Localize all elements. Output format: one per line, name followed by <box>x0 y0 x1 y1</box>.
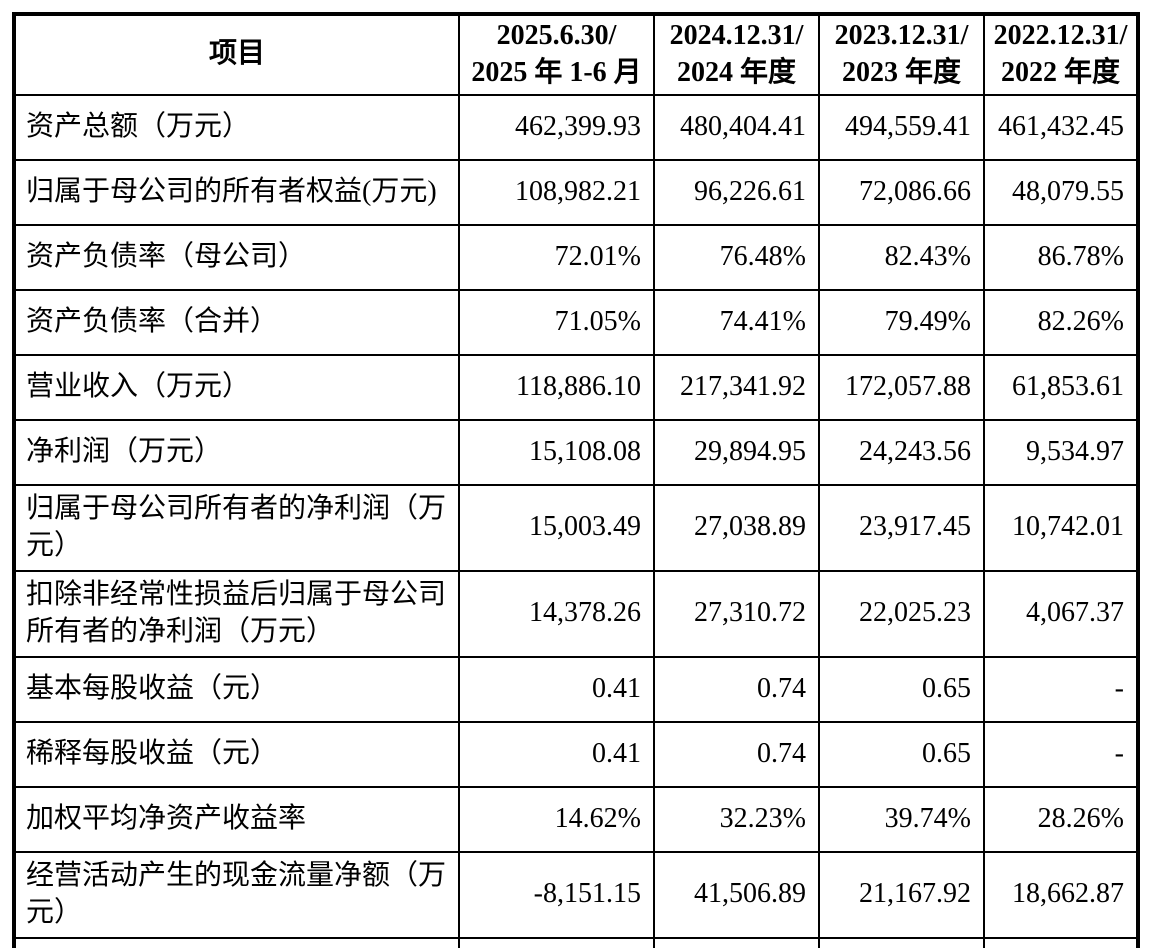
cell-value: 217,341.92 <box>653 353 820 421</box>
row-label: 加权平均净资产收益率 <box>13 785 460 853</box>
cell-value: 32.23% <box>653 785 820 853</box>
period-name-line: 2023 年度 <box>841 56 961 88</box>
cell-value: 72.01% <box>458 223 655 291</box>
cell-value: 27,038.89 <box>653 483 820 572</box>
cell-value: 39.74% <box>818 785 985 853</box>
period-name-line: 2024 年度 <box>676 56 796 88</box>
row-label: 扣除非经常性损益后归属于母公司所有者的净利润（万元） <box>13 569 460 658</box>
cell-value: 4,515.48 <box>818 936 985 948</box>
cell-value: 96,226.61 <box>653 158 820 226</box>
cell-value: 76.48% <box>653 223 820 291</box>
cell-value: 79.49% <box>818 288 985 356</box>
column-header-period-2023: 2023.12.31/ 2023 年度 <box>818 13 985 96</box>
cell-value: 480,404.41 <box>653 93 820 161</box>
column-header-period-2024: 2024.12.31/ 2024 年度 <box>653 13 820 96</box>
table-row: 基本每股收益（元） 0.41 0.74 0.65- <box>13 655 1139 723</box>
cell-value: 41,506.89 <box>653 850 820 939</box>
cell-value: 21,167.92 <box>818 850 985 939</box>
cell-value: 0.41 <box>458 720 655 788</box>
cell-value: 82.26% <box>983 288 1139 356</box>
table-row: 营业收入（万元） 118,886.10 217,341.92 172,057.88 61… <box>13 353 1139 421</box>
period-date-line: 2024.12.31/ <box>669 20 804 51</box>
cell-value: 15,108.08 <box>458 418 655 486</box>
cell-value: - <box>983 720 1139 788</box>
cell-value: 74.41% <box>653 288 820 356</box>
row-label: 净利润（万元） <box>13 418 460 486</box>
cell-value: -8,151.15 <box>458 850 655 939</box>
cell-value: 15,003.49 <box>458 483 655 572</box>
cell-value: 71.05% <box>458 288 655 356</box>
cell-value: 0.41 <box>458 655 655 723</box>
row-label: 资产总额（万元） <box>13 93 460 161</box>
table-header-row: 项目 2025.6.30/ 2025 年 1-6 月 2024.12.31/ 2… <box>13 13 1139 96</box>
column-header-period-2025h1: 2025.6.30/ 2025 年 1-6 月 <box>458 13 655 96</box>
table-row: 资产负债率（母公司） 72.01% 76.48% 82.43% 86.78% <box>13 223 1139 291</box>
cell-value: 27,310.72 <box>653 569 820 658</box>
cell-value: 172,057.88 <box>818 353 985 421</box>
table-row: 加权平均净资产收益率 14.62% 32.23% 39.74% 28.26% <box>13 785 1139 853</box>
cell-value: 0.65 <box>818 720 985 788</box>
column-header-period-2022: 2022.12.31/ 2022 年度 <box>983 13 1139 96</box>
row-label: 归属于母公司所有者的净利润（万元） <box>13 483 460 572</box>
row-label: 资产负债率（母公司） <box>13 223 460 291</box>
cell-value: 29,894.95 <box>653 418 820 486</box>
cell-value: 0.74 <box>653 655 820 723</box>
cell-value: 61,853.61 <box>983 353 1139 421</box>
cell-value: 14.62% <box>458 785 655 853</box>
period-date-line: 2025.6.30/ <box>496 20 617 51</box>
cell-value: 48,079.55 <box>983 158 1139 226</box>
cell-value: 4,067.37 <box>983 569 1139 658</box>
cell-value: 86.78% <box>983 223 1139 291</box>
cell-value: 118,886.10 <box>458 353 655 421</box>
table-row: 净利润（万元） 15,108.08 29,894.95 24,243.56 9,534.… <box>13 418 1139 486</box>
period-date-line: 2022.12.31/ <box>993 20 1128 51</box>
row-label: 稀释每股收益（元） <box>13 720 460 788</box>
row-label: 归属于母公司的所有者权益(万元) <box>13 158 460 226</box>
document-page: 项目 2025.6.30/ 2025 年 1-6 月 2024.12.31/ 2… <box>0 12 1150 948</box>
table-row: 资产总额（万元） 462,399.93 480,404.41 494,559.41 46… <box>13 93 1139 161</box>
table-row: 稀释每股收益（元） 0.41 0.74 0.65- <box>13 720 1139 788</box>
row-label: 现金分红（万元） <box>13 936 460 948</box>
cell-value: 0.65 <box>818 655 985 723</box>
table-row: 扣除非经常性损益后归属于母公司所有者的净利润（万元） 14,378.26 27,31… <box>13 569 1139 658</box>
cell-value: - <box>983 936 1139 948</box>
cell-value: 72,086.66 <box>818 158 985 226</box>
row-label: 营业收入（万元） <box>13 353 460 421</box>
cell-value: 494,559.41 <box>818 93 985 161</box>
key-financials-table: 项目 2025.6.30/ 2025 年 1-6 月 2024.12.31/ 2… <box>12 12 1140 948</box>
row-label: 经营活动产生的现金流量净额（万元） <box>13 850 460 939</box>
cell-value: 5,395.00 <box>653 936 820 948</box>
row-label: 基本每股收益（元） <box>13 655 460 723</box>
cell-value: - <box>983 655 1139 723</box>
cell-value: 108,982.21 <box>458 158 655 226</box>
cell-value: 82.43% <box>818 223 985 291</box>
cell-value: 18,662.87 <box>983 850 1139 939</box>
cell-value: 0.74 <box>653 720 820 788</box>
table-row: 现金分红（万元）3,118.315,395.004,515.48- <box>13 936 1139 948</box>
table-row: 经营活动产生的现金流量净额（万元） -8,151.15 41,506.89 21,16… <box>13 850 1139 939</box>
cell-value: 462,399.93 <box>458 93 655 161</box>
row-label: 资产负债率（合并） <box>13 288 460 356</box>
table-row: 资产负债率（合并） 71.05% 74.41% 79.49% 82.26% <box>13 288 1139 356</box>
period-date-line: 2023.12.31/ <box>834 20 969 51</box>
cell-value: 3,118.31 <box>458 936 655 948</box>
period-name-line: 2025 年 1-6 月 <box>471 56 642 88</box>
column-header-item: 项目 <box>13 13 460 96</box>
cell-value: 10,742.01 <box>983 483 1139 572</box>
cell-value: 24,243.56 <box>818 418 985 486</box>
cell-value: 461,432.45 <box>983 93 1139 161</box>
cell-value: 14,378.26 <box>458 569 655 658</box>
period-name-line: 2022 年度 <box>1000 56 1120 88</box>
cell-value: 22,025.23 <box>818 569 985 658</box>
cell-value: 23,917.45 <box>818 483 985 572</box>
table-row: 归属于母公司所有者的净利润（万元） 15,003.49 27,038.89 23,91… <box>13 483 1139 572</box>
cell-value: 28.26% <box>983 785 1139 853</box>
table-row: 归属于母公司的所有者权益(万元) 108,982.21 96,226.61 72,08… <box>13 158 1139 226</box>
cell-value: 9,534.97 <box>983 418 1139 486</box>
